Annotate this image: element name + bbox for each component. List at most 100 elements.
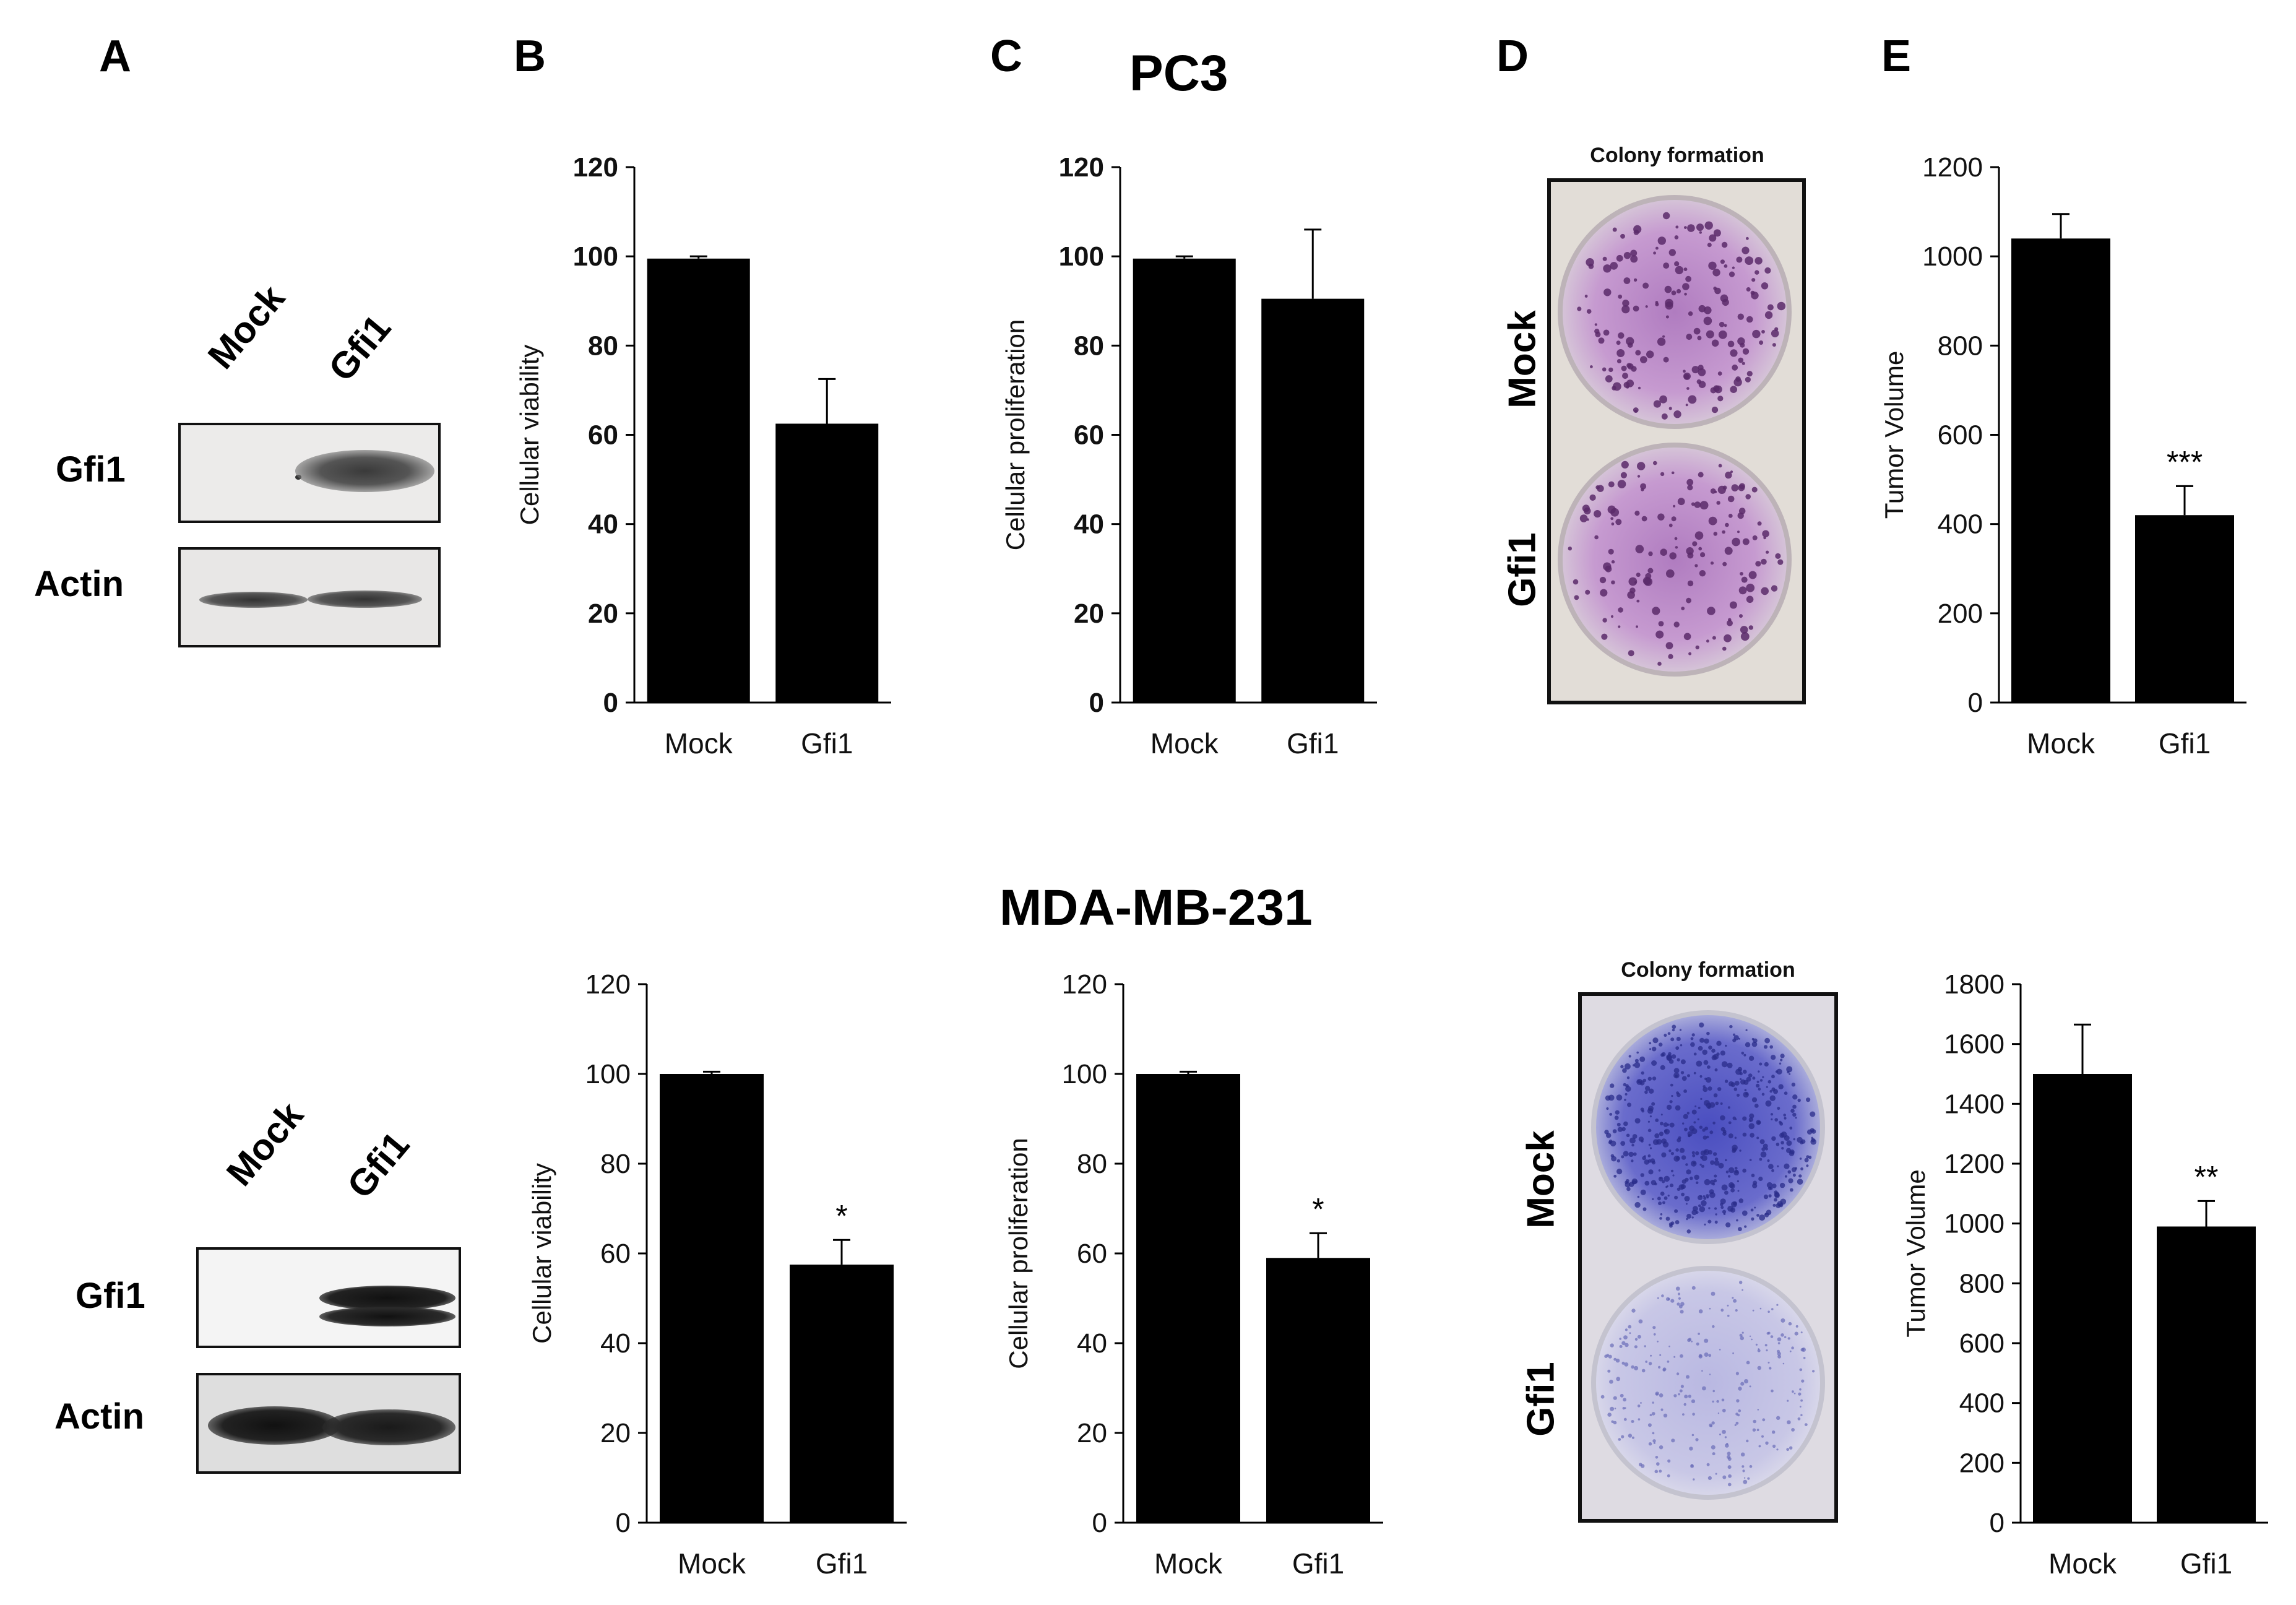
colony-dot bbox=[1722, 646, 1727, 651]
colony-dot bbox=[1679, 1029, 1682, 1031]
colony-dot bbox=[1607, 1412, 1612, 1417]
colony-dot bbox=[1762, 530, 1769, 538]
colony-dot bbox=[1803, 1357, 1806, 1359]
colony-dot bbox=[1771, 1389, 1774, 1393]
colony-dot bbox=[1764, 1062, 1769, 1067]
colony-dot bbox=[1763, 1143, 1768, 1149]
colony-dot bbox=[1683, 267, 1688, 271]
colony-dot bbox=[1797, 1179, 1803, 1185]
colony-dot bbox=[1727, 620, 1733, 626]
colony-dot bbox=[1598, 337, 1605, 344]
colony-dot bbox=[1671, 471, 1675, 475]
colony-dot bbox=[1616, 1159, 1620, 1163]
colony-dot bbox=[1616, 1122, 1621, 1127]
colony-dot bbox=[1610, 517, 1614, 521]
y-tick-label: 80 bbox=[588, 331, 618, 361]
colony-dot bbox=[1788, 1178, 1793, 1183]
colony-dot bbox=[1748, 1123, 1755, 1130]
colony-dot bbox=[1626, 1133, 1630, 1138]
band-actin-lane1 bbox=[208, 1406, 341, 1445]
colony-dot bbox=[1656, 1462, 1660, 1466]
colony-dot bbox=[1686, 334, 1693, 340]
colony-dot bbox=[1623, 1335, 1628, 1339]
colony-dot bbox=[1757, 1409, 1759, 1411]
colony-dot bbox=[1605, 375, 1613, 383]
colony-dot bbox=[1718, 464, 1722, 468]
colony-dot bbox=[1654, 1133, 1660, 1138]
colony-dot bbox=[1665, 298, 1673, 308]
colony-dot bbox=[1737, 530, 1740, 534]
colony-dot bbox=[1675, 1075, 1678, 1078]
colony-dot bbox=[1652, 607, 1660, 615]
dish-mock bbox=[1558, 195, 1792, 429]
colony-dot bbox=[1696, 1181, 1699, 1184]
colony-dot bbox=[1699, 1125, 1703, 1129]
colony-dot bbox=[1729, 601, 1737, 609]
colony-dot bbox=[1618, 625, 1621, 628]
colony-dot bbox=[1687, 580, 1694, 587]
y-tick-label: 60 bbox=[588, 420, 618, 451]
colony-dot bbox=[1621, 461, 1629, 469]
colony-dot bbox=[1771, 1087, 1776, 1091]
colony-dot bbox=[1621, 1435, 1625, 1438]
colony-dot bbox=[1748, 1073, 1753, 1078]
colony-dot bbox=[1614, 1115, 1619, 1120]
colony-dot bbox=[1611, 1420, 1614, 1423]
colony-dot bbox=[1789, 1188, 1793, 1192]
colony-dot bbox=[1660, 472, 1665, 477]
colony-dot bbox=[1728, 1167, 1735, 1174]
colony-dot bbox=[1634, 409, 1638, 413]
colony-dot bbox=[1715, 1473, 1717, 1475]
colony-dot bbox=[1652, 1401, 1654, 1404]
colony-dot bbox=[1661, 1152, 1667, 1157]
colony-dot bbox=[1668, 407, 1672, 410]
colony-dot bbox=[1649, 1042, 1652, 1045]
colony-dot bbox=[1691, 502, 1695, 506]
colony-dot bbox=[1769, 1095, 1776, 1101]
colony-dot bbox=[1771, 1308, 1774, 1310]
colony-dot bbox=[1628, 1325, 1632, 1329]
colony-dot bbox=[1752, 1076, 1756, 1080]
dish-gfi1 bbox=[1558, 443, 1792, 677]
colony-dot bbox=[1660, 1122, 1664, 1126]
colony-dot bbox=[1784, 1091, 1788, 1095]
colony-dot bbox=[1737, 1190, 1740, 1192]
colony-dot bbox=[1761, 282, 1769, 290]
colony-dot bbox=[1707, 1086, 1712, 1091]
colony-dot bbox=[1751, 1217, 1754, 1221]
colony-dot bbox=[1635, 545, 1644, 553]
colony-dot bbox=[1724, 264, 1728, 268]
colony-dot bbox=[1691, 1434, 1694, 1437]
wb-row-label-actin: Actin bbox=[34, 564, 124, 604]
colony-dot bbox=[1706, 1196, 1709, 1199]
colony-dot bbox=[1746, 316, 1753, 323]
colony-dot bbox=[1771, 1169, 1774, 1172]
colony-dot bbox=[1769, 1089, 1772, 1093]
colony-dot bbox=[1743, 1479, 1748, 1484]
colony-dot bbox=[1742, 1116, 1747, 1121]
colony-dot bbox=[1677, 498, 1685, 506]
y-tick-label: 0 bbox=[1990, 1508, 2005, 1538]
colony-dot bbox=[1713, 1152, 1717, 1156]
colony-dot bbox=[1628, 577, 1638, 586]
bar-mock bbox=[2011, 238, 2110, 703]
colony-dot bbox=[1728, 1121, 1732, 1125]
colony-dot bbox=[1698, 1309, 1703, 1313]
colony-dot bbox=[1716, 1400, 1719, 1403]
colony-dot bbox=[1695, 1151, 1699, 1156]
colony-dot bbox=[1761, 1435, 1764, 1438]
colony-dot bbox=[1612, 1129, 1617, 1133]
colony-dot bbox=[1660, 548, 1667, 556]
colony-dot bbox=[1635, 350, 1641, 356]
colony-dot bbox=[1680, 1354, 1683, 1358]
colony-dot bbox=[1742, 348, 1750, 355]
colony-dot bbox=[1707, 1219, 1712, 1224]
colony-dot bbox=[1682, 1413, 1685, 1416]
colony-dot bbox=[1589, 494, 1596, 501]
colony-dot bbox=[1791, 1428, 1795, 1432]
colony-dot bbox=[1746, 595, 1754, 603]
colony-dot bbox=[1625, 1182, 1631, 1188]
colony-dot bbox=[1735, 376, 1741, 382]
colony-dot bbox=[1686, 478, 1694, 486]
colony-dot bbox=[1672, 1024, 1677, 1029]
